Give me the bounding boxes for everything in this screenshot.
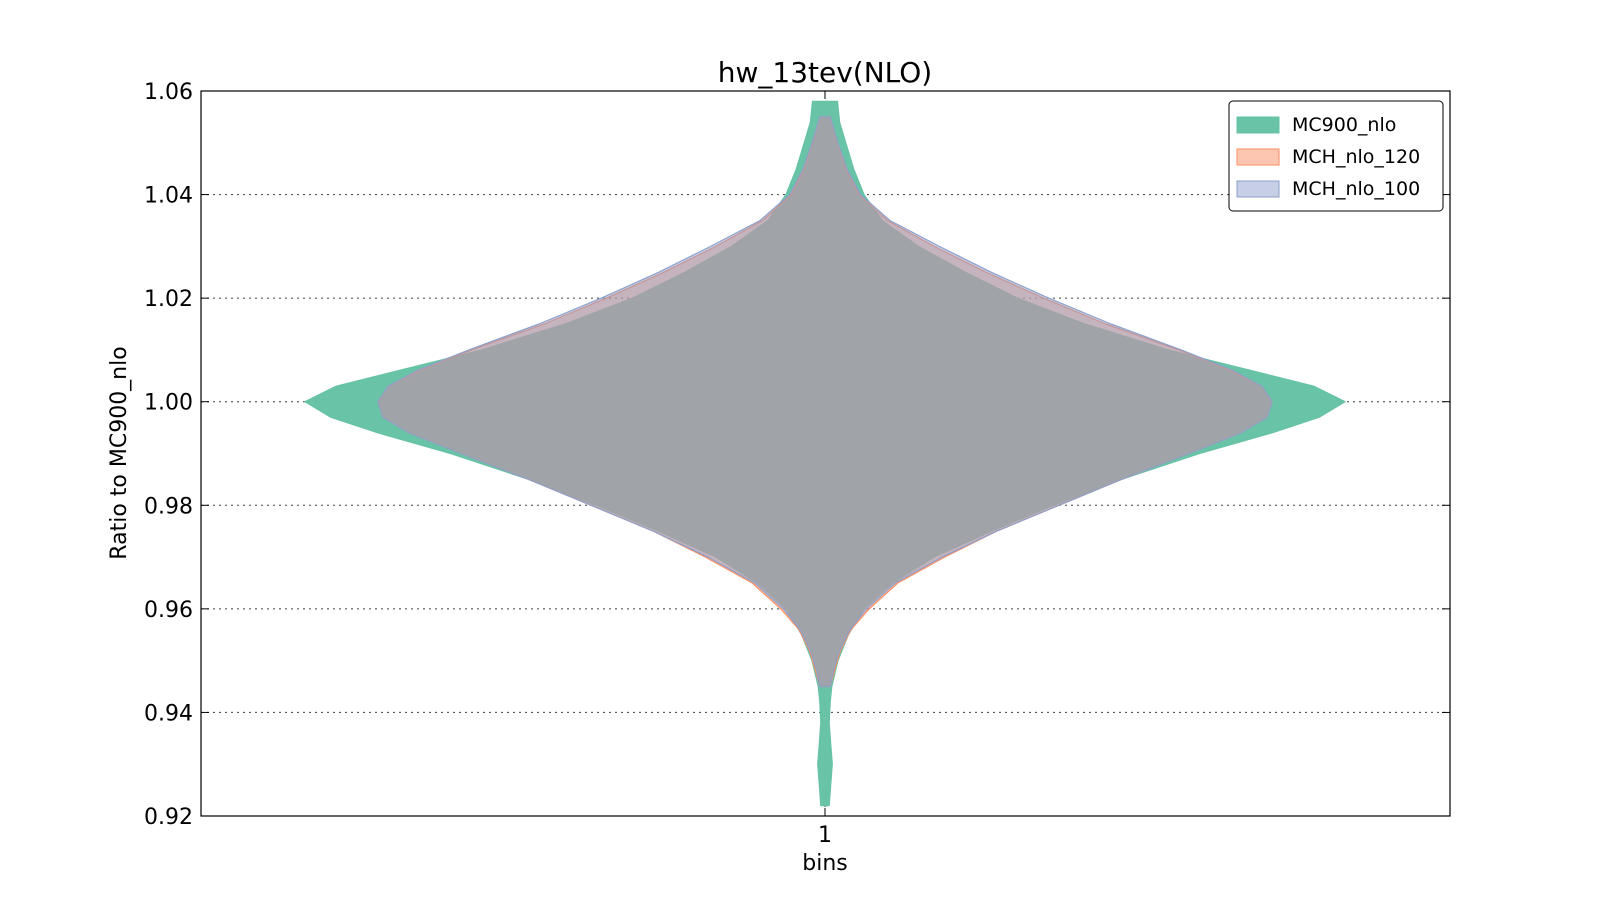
axis-ticks: 0.92 0.94 0.96 0.98 1.00 1.02 1.04 1.06 1 (144, 80, 1450, 848)
legend-frame (1228, 100, 1444, 212)
x-tick-label: 1 (818, 823, 832, 848)
x-axis-label: bins (802, 851, 847, 876)
y-tick-label: 1.06 (144, 80, 193, 105)
legend: MC900_nlo MCH_nlo_120 MCH_nlo_100 (1228, 100, 1444, 212)
y-tick-label: 0.94 (144, 701, 193, 726)
y-tick-label: 0.96 (144, 598, 193, 623)
violin-layer (304, 100, 1346, 807)
legend-swatch (1236, 180, 1280, 198)
y-tick-label: 0.92 (144, 805, 193, 830)
violin-MCH_nlo_100 (377, 116, 1273, 688)
y-tick-label: 1.00 (144, 391, 193, 416)
y-axis-label: Ratio to MC900_nlo (107, 346, 132, 559)
legend-swatch (1236, 116, 1280, 134)
legend-swatch (1236, 148, 1280, 166)
legend-label: MCH_nlo_120 (1292, 146, 1420, 168)
y-tick-label: 1.02 (144, 287, 193, 312)
legend-label: MC900_nlo (1292, 114, 1396, 136)
legend-label: MCH_nlo_100 (1292, 178, 1420, 200)
y-tick-label: 0.98 (144, 494, 193, 519)
y-tick-label: 1.04 (144, 184, 193, 209)
chart-title: hw_13tev(NLO) (718, 56, 932, 89)
